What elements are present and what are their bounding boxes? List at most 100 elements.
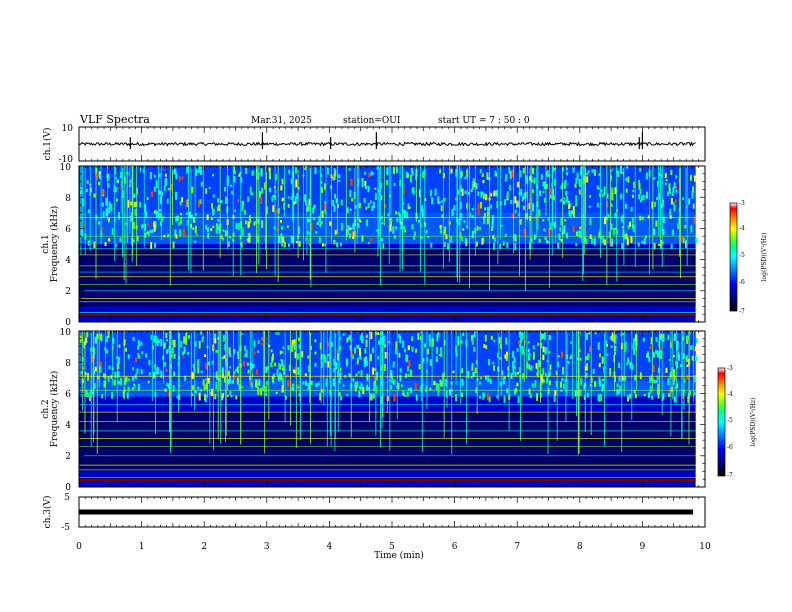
spec-pixel [82,198,85,206]
spec-pixel [546,241,549,244]
spec-pixel [669,208,672,217]
spec-pixel [463,220,466,223]
spec-pixel [110,375,113,379]
spec-pixel [198,199,201,208]
spec-pixel [87,209,90,213]
spec-pixel [514,196,517,204]
spec-pixel [642,337,645,342]
spec-pixel [661,201,664,207]
spec-pixel [243,209,246,215]
spec-pixel [287,345,290,351]
spec-pixel [506,191,509,199]
spec-pixel [530,365,533,370]
spec-pixel [540,374,543,382]
spec-pixel [528,388,531,395]
spec-pixel [384,204,387,209]
spec-pixel [191,186,194,194]
spec-pixel [133,193,136,198]
spec-pixel [509,171,512,179]
spec-pixel [167,187,170,191]
spec-pixel [674,199,677,203]
spec-pixel [372,367,375,375]
spec-pixel [418,219,421,223]
spec-pixel [396,217,399,223]
spec-pixel [562,200,565,205]
spec-pixel [245,220,248,225]
spec-pixel [111,228,114,236]
spec-pixel [614,187,617,195]
spec-pixel [686,374,689,380]
spec-pixel [407,203,410,210]
spec-pixel [259,191,262,198]
spec-pixel [542,379,545,383]
spec-pixel [499,243,502,249]
spec-pixel [500,224,503,227]
spec-pixel [297,353,300,360]
spec-pixel [603,217,606,225]
spec-pixel [280,185,283,191]
spec-pixel [496,200,499,209]
spec-pixel [153,224,156,232]
spec-pixel [480,376,483,380]
spec-pixel [538,238,541,243]
spec-pixel [207,232,210,239]
x-tick-label: 1 [139,542,145,552]
spec-pixel [105,349,108,354]
spec-pixel [142,168,145,173]
spec-pixel [490,204,493,209]
spec-pixel [431,338,434,347]
spec-pixel [536,393,539,401]
spec-pixel [136,235,139,242]
spec-pixel [227,241,230,247]
spec-pixel [240,332,243,335]
spec-pixel [639,372,642,380]
ch1-ytick-bottom: -10 [59,155,74,165]
spec-pixel [445,379,448,387]
spec-pixel [673,204,676,212]
spec-pixel [493,339,496,343]
spec-pixel [197,367,200,374]
spec-pixel [261,220,264,228]
spec-pixel [404,394,407,398]
spec-pixel [254,379,257,387]
spec-pixel [499,357,502,360]
spec-pixel [295,167,298,174]
spec-pixel [560,217,563,226]
spec-pixel [641,240,644,244]
spec-pixel [198,166,201,173]
spec-pixel [153,372,156,375]
spec-pixel [148,372,151,376]
spec-pixel [694,346,697,352]
spec-pixel [110,203,113,212]
spec-pixel [387,213,390,217]
spec-pixel [380,237,383,242]
spec-pixel [575,198,578,207]
spec-pixel [380,396,383,405]
spec-pixel [614,227,617,231]
spec-pixel [140,341,143,346]
spec-pixel [440,347,443,351]
spec-pixel [655,336,658,343]
spec-pixel [185,332,188,340]
spec-pixel [388,341,391,344]
spec-pixel [523,339,526,345]
spec-pixel [364,180,367,187]
spec-pixel [213,333,216,339]
spec-pixel [380,365,383,371]
spec-pixel [210,388,213,397]
spec-pixel [230,184,233,187]
spec-pixel [291,345,294,353]
spec-pixel [411,336,414,340]
spec-pixel [159,198,162,201]
spec-pixel [91,354,94,363]
spec-pixel [305,237,308,241]
spec-pixel [562,366,565,371]
spec-pixel [583,394,586,400]
spec-pixel [244,353,247,358]
spec-pixel [114,176,117,180]
spec-pixel [649,385,652,394]
spec-pixel [150,334,153,341]
spec-pixel [568,200,571,204]
spec-pixel [114,371,117,379]
spec-pixel [467,370,470,379]
